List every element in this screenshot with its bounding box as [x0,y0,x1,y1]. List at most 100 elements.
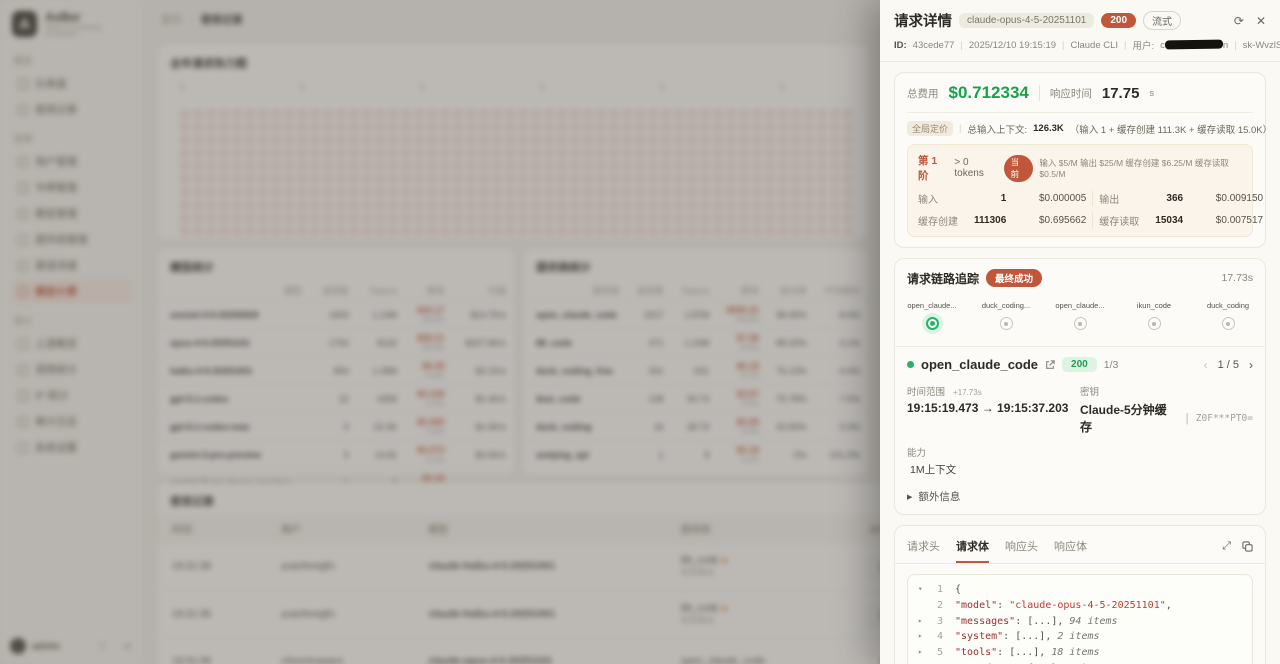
payload-tab[interactable]: 请求体 [956,536,989,563]
model-badge: claude-opus-4-5-20251101 [959,13,1095,28]
nav-group-title: 概览 [14,56,33,66]
next-page-icon[interactable]: › [1249,357,1253,372]
tier-rates: 输入 $5/M 输出 $25/M 缓存创建 $6.25/M 缓存读取 $0.5/… [1039,158,1229,179]
column-header: Tokens [368,285,398,296]
request-detail-panel: 请求详情 claude-opus-4-5-20251101 200 流式 ⟳ ✕… [880,0,1280,664]
extra-info-label: 额外信息 [918,491,961,503]
table-row: gemini-3-pro-preview 5 13.81 $0.073 0.1% … [158,440,514,469]
provider-name: undying_api [524,440,628,468]
nav-item-icon [18,260,28,271]
response-time-label: 响应时间 [1049,87,1092,100]
sidebar-item: 渠道测速 [12,253,132,278]
usage-user: yuanhonglin [267,590,415,639]
context-total: 126.3K [1033,123,1064,134]
attempt-counter: 1/3 [1103,358,1119,371]
trace-node[interactable]: open_claude... [1055,301,1105,330]
minimize-icon[interactable]: ⤢ [1222,540,1231,552]
usage-time: 19:31:08 [158,638,268,664]
collapse-caret-icon[interactable]: ▸ [918,615,923,625]
column-header: 费用 [740,286,759,296]
tier-row-label: 输出 [1099,195,1120,206]
theme-and-collapse-icons: ☾ ⇥ [99,640,136,651]
line-number: 1 [936,584,943,595]
trace-node-ring-icon [1221,317,1235,330]
sidebar-item: 调用统计 [12,357,132,382]
usage-model: claude-haiku-4-5-20251001 [414,542,667,591]
heatmap-grid [180,109,854,239]
nav-item-label: IP 统计 [35,390,69,402]
request-timestamp: 2025/12/10 19:15:19 [968,39,1057,51]
request-trace-card: 请求链路追踪 最终成功 17.73s open_claude... duck_c… [894,258,1266,515]
tier-row-cost: $0.007517 [1215,215,1264,226]
provider-stats-table: 提供商 请求数 Tokens 费用 成功率 平均耗时 open_claude_code 2… [524,281,868,468]
extra-info-toggle[interactable]: ▶ 额外信息 [907,489,960,504]
code-line: ▸ 6 "metadata": {...}, 1 keys [918,661,1242,664]
response-time-value: 17.75 [1101,84,1140,102]
payload-tab[interactable]: 响应体 [1054,536,1087,563]
tier-name: 第 1 阶 [918,155,938,182]
code-line: 2 "model": "claude-opus-4-5-20251101", [918,598,1242,614]
trace-node[interactable]: duck_coding... [981,301,1031,330]
column-header: 费用 [426,286,445,296]
nav-group: 上游概览 调用统计 IP 统计 审计日志 [12,331,132,460]
collapse-caret-icon[interactable]: ▸ [918,661,929,664]
usage-model: claude-haiku-4-5-20251001 [414,590,667,639]
collapse-caret-icon[interactable]: ▾ [918,584,923,593]
collapse-caret-icon[interactable] [918,598,929,614]
tier-row-label: 缓存创建 [918,217,958,228]
provider-name: open_claude_code [921,357,1039,372]
trace-node[interactable]: open_claude... [907,301,957,330]
nav-item-icon [18,234,28,245]
usage-time: 19:31:38 [158,542,268,591]
payload-tab[interactable]: 请求头 [907,536,940,563]
tier-row-cost: $0.009150 [1215,193,1264,204]
sidebar-item: 审计日志 [12,409,132,434]
line-number: 5 [936,647,943,659]
table-row: gpt-5.1-codex-max 5 22.4K $0.590 0.4% $1.… [158,412,514,441]
user-label: 用户: [1132,41,1155,52]
trace-node[interactable]: duck_coding [1203,301,1253,330]
payload-tab[interactable]: 响应头 [1005,536,1038,563]
refresh-icon[interactable]: ⟳ [1233,13,1244,28]
provider-name: duck_coding [524,412,628,441]
nav-group: 用户管理 令牌管理 模型管理 提供商管理 [12,149,132,304]
user-name: admin [32,640,60,652]
trace-duration: 17.73s [1221,272,1253,284]
tier-usage-grid: 输入 1 $0.000005 输出 366 $0.009150 缓存创建 111… [918,191,1263,228]
line-number: 6 [929,661,943,664]
model-name: sonnet-4-5-20250929 [158,300,311,329]
close-icon[interactable]: ✕ [1255,13,1266,28]
usage-provider: open_claude_code [666,638,856,664]
sidebar-item: 仪表盘 [12,71,132,96]
request-meta-row: ID: 43cede77 | 2025/12/10 19:15:19 | Cla… [894,38,1280,53]
redacted-username [1164,39,1223,50]
final-success-badge: 最终成功 [986,269,1043,287]
client-name: Claude CLI [1070,39,1119,51]
prev-page-icon[interactable]: ‹ [1203,357,1208,372]
context-detail: （输入 1 + 缓存创建 111.3K + 缓存读取 15.0K） [1069,124,1273,136]
code-line: ▸ 3 "messages": [...], 94 items [918,614,1242,630]
duration-delta: +17.73s [953,388,982,397]
collapse-caret-icon[interactable]: ▸ [918,647,923,657]
table-row: undying_api 1 8 $0.18 0.1% 0% 101.0% [524,440,868,468]
nav-item-icon [18,182,28,193]
column-header: 提供商 [666,515,856,543]
nav-item-label: 用户管理 [35,156,77,168]
trace-node[interactable]: ikun_code [1129,301,1179,330]
copy-icon[interactable] [1242,541,1253,552]
table-row: haiku-4-5-20251001 854 1.28M $9.45 6.4% $… [158,356,514,385]
nav-item-label: 审计日志 [35,416,77,428]
heatmap-axis [180,83,854,91]
collapse-caret-icon[interactable]: ▸ [918,631,923,641]
heatmap-card: 全年请求热力图 [157,44,869,240]
sidebar-item: IP 统计 [12,383,132,408]
external-link-icon[interactable] [1045,359,1055,370]
capability-value: 1M上下文 [910,464,957,476]
provider-name: ikun_code [524,384,628,413]
nav-item-icon [18,78,28,89]
nav-item-icon [18,208,28,219]
nav-item-label: 令牌管理 [35,182,77,194]
sidebar-item: 上游概览 [12,331,132,356]
sidebar-item: 模型计费 [12,279,132,304]
panel-title: 请求详情 [894,14,952,30]
